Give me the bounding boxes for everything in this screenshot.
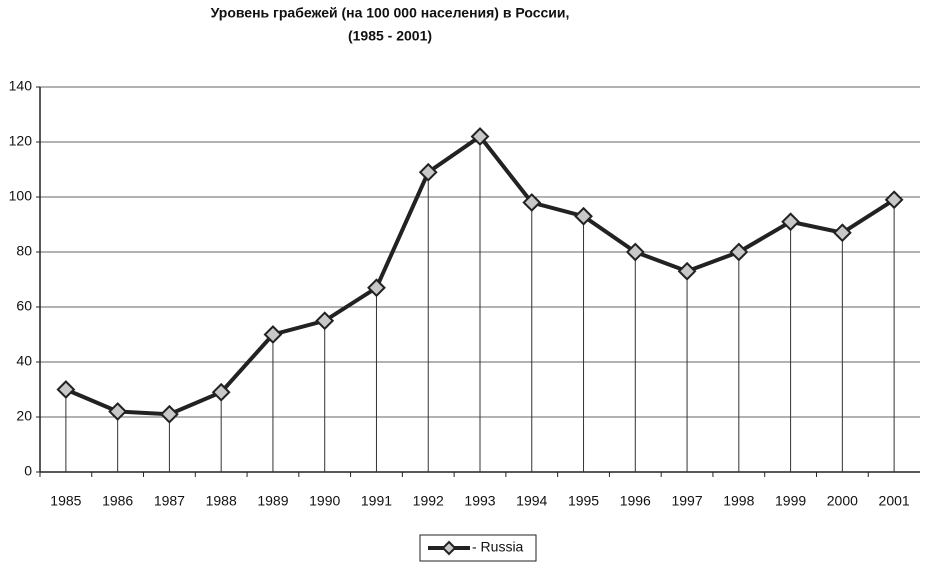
x-tick-label: 1985 <box>50 493 81 509</box>
chart-title: Уровень грабежей (на 100 000 населения) … <box>211 5 570 21</box>
marker <box>832 223 852 243</box>
marker <box>470 127 490 146</box>
x-tick-label: 1986 <box>102 493 133 509</box>
marker <box>574 206 593 226</box>
x-tick-label: 2001 <box>879 493 910 509</box>
legend-label: - Russia <box>472 539 524 555</box>
x-tick-label: 1993 <box>464 493 495 509</box>
x-tick-label: 2000 <box>827 493 858 509</box>
marker <box>677 261 697 281</box>
y-tick-label: 100 <box>9 188 33 204</box>
x-tick-label: 1987 <box>154 493 185 509</box>
marker <box>418 162 438 182</box>
marker <box>522 193 542 212</box>
x-tick-label: 1999 <box>775 493 806 509</box>
marker <box>315 311 335 331</box>
x-tick-label: 1997 <box>671 493 702 509</box>
y-tick-label: 80 <box>16 243 32 259</box>
legend-marker <box>441 540 457 556</box>
marker <box>263 325 283 344</box>
marker <box>108 402 128 421</box>
y-tick-label: 140 <box>9 78 33 94</box>
x-tick-label: 1998 <box>723 493 754 509</box>
x-tick-label: 1989 <box>257 493 288 509</box>
y-tick-label: 20 <box>16 408 32 424</box>
y-tick-label: 120 <box>9 133 33 149</box>
x-tick-label: 1992 <box>413 493 444 509</box>
y-tick-label: 0 <box>24 463 32 479</box>
marker <box>625 242 645 262</box>
x-tick-label: 1990 <box>309 493 340 509</box>
marker <box>884 190 904 210</box>
marker <box>729 242 749 262</box>
marker <box>159 404 179 424</box>
y-tick-label: 60 <box>16 298 32 314</box>
y-tick-label: 40 <box>16 353 32 369</box>
chart-subtitle: (1985 - 2001) <box>348 28 432 44</box>
marker <box>367 278 386 298</box>
x-tick-label: 1996 <box>620 493 651 509</box>
x-tick-label: 1988 <box>206 493 237 509</box>
x-tick-label: 1991 <box>361 493 392 509</box>
marker <box>781 212 801 232</box>
x-tick-label: 1995 <box>568 493 599 509</box>
marker <box>211 382 231 402</box>
marker <box>56 380 76 399</box>
x-tick-label: 1994 <box>516 493 547 509</box>
